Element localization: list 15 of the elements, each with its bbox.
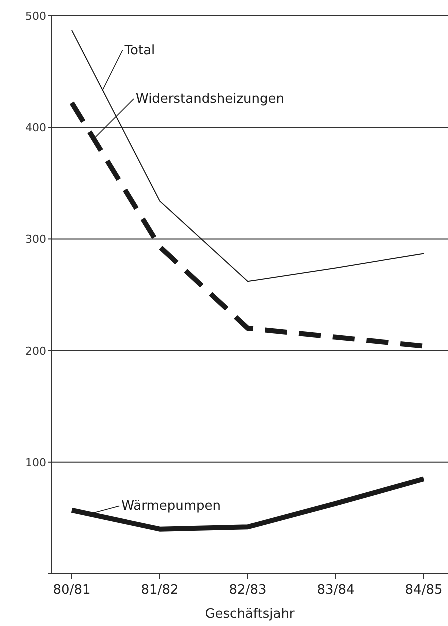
y-tick-label: 300: [26, 233, 46, 246]
y-tick-label: 100: [26, 456, 46, 470]
x-tick-label: 82/83: [229, 583, 267, 598]
x-tick-label: 81/82: [141, 583, 179, 598]
text: Widerstandsheizungen: [136, 92, 285, 108]
x-tick-label: 80/81: [53, 583, 91, 598]
y-tick-label: 500: [26, 10, 46, 23]
text: Total: [124, 43, 156, 58]
legend-label: Wärmepumpen: [122, 499, 222, 514]
y-tick-label: 200: [26, 344, 46, 358]
y-tick-label: 400: [26, 122, 46, 135]
line-series: [72, 30, 424, 282]
x-tick-label: 83/84: [317, 583, 355, 598]
x-tick-label: 84/85: [405, 583, 443, 598]
x-axis-title: Geschäftsjahr: [205, 607, 296, 622]
